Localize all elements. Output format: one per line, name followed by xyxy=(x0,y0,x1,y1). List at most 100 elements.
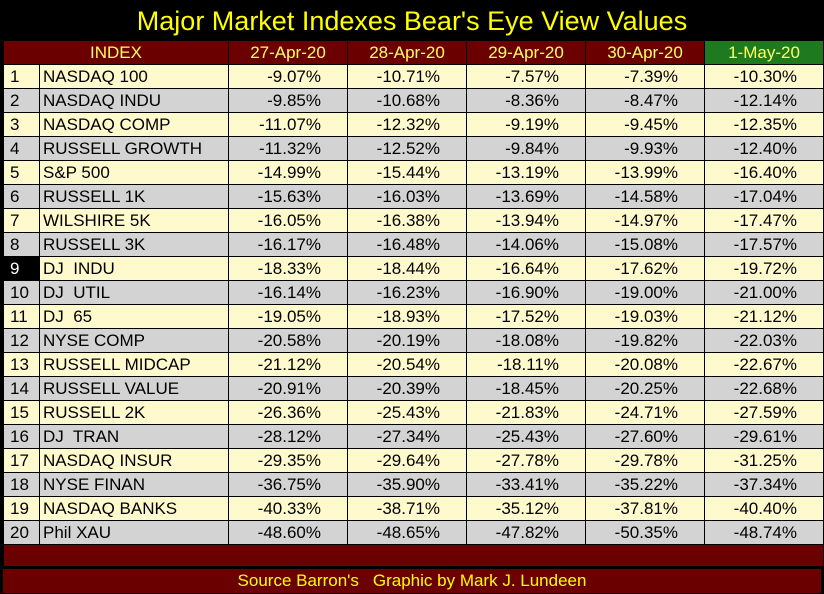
table-row: 12 NYSE COMP -20.58% -20.19% -18.08% -19.82% -… xyxy=(3,328,824,353)
table-row: 10 DJ UTIL -16.14% -16.23% -16.90% -19.00% -21… xyxy=(3,280,824,305)
value-cell: -20.54% xyxy=(347,352,467,377)
value-cell: -7.57% xyxy=(466,64,586,89)
value-cell: -13.99% xyxy=(585,160,705,185)
value-cell: -27.78% xyxy=(466,448,586,473)
index-name-cell: RUSSELL GROWTH xyxy=(39,136,229,161)
rank-cell: 17 xyxy=(3,448,40,473)
value-cell: -18.08% xyxy=(466,328,586,353)
value-cell: -13.69% xyxy=(466,184,586,209)
table-row: 9 DJ INDU -18.33% -18.44% -16.64% -17.62% -19.… xyxy=(3,256,824,281)
table-body: 1 NASDAQ 100 -9.07% -10.71% -7.57% -7.39% -10.… xyxy=(3,64,824,567)
table-row: 16 DJ TRAN -28.12% -27.34% -25.43% -27.60% -29… xyxy=(3,424,824,449)
value-cell: -9.19% xyxy=(466,112,586,137)
value-cell: -25.43% xyxy=(466,424,586,449)
rank-cell: 19 xyxy=(3,496,40,521)
table-row: 13 RUSSELL MIDCAP -21.12% -20.54% -18.11% -20… xyxy=(3,352,824,377)
footer-source: Source Barron's xyxy=(237,571,359,590)
index-name-cell: NYSE COMP xyxy=(39,328,229,353)
rank-cell: 1 xyxy=(3,64,40,89)
value-cell: -10.30% xyxy=(704,64,824,89)
value-cell: -12.52% xyxy=(347,136,467,161)
rank-cell: 5 xyxy=(3,160,40,185)
value-cell: -13.19% xyxy=(466,160,586,185)
value-cell: -18.33% xyxy=(228,256,348,281)
value-cell: -19.05% xyxy=(228,304,348,329)
table-row: 18 NYSE FINAN -36.75% -35.90% -33.41% -35.22%… xyxy=(3,472,824,497)
header-row: INDEX 27-Apr-20 28-Apr-20 29-Apr-20 30-A… xyxy=(3,40,824,65)
value-cell: -17.52% xyxy=(466,304,586,329)
value-cell: -21.12% xyxy=(704,304,824,329)
value-cell: -12.14% xyxy=(704,88,824,113)
value-cell: -16.05% xyxy=(228,208,348,233)
column-header-date: 28-Apr-20 xyxy=(347,40,467,65)
index-name-cell: NASDAQ INSUR xyxy=(39,448,229,473)
value-cell: -10.68% xyxy=(347,88,467,113)
value-cell: -16.03% xyxy=(347,184,467,209)
value-cell: -20.08% xyxy=(585,352,705,377)
index-name-cell: NASDAQ BANKS xyxy=(39,496,229,521)
value-cell: -17.04% xyxy=(704,184,824,209)
footer-credit: Graphic by Mark J. Lundeen xyxy=(372,571,587,590)
value-cell: -11.32% xyxy=(228,136,348,161)
value-cell: -22.67% xyxy=(704,352,824,377)
table-row: 20 Phil XAU -48.60% -48.65% -47.82% -50.35% -4… xyxy=(3,520,824,545)
value-cell: -20.91% xyxy=(228,376,348,401)
value-cell: -16.48% xyxy=(347,232,467,257)
value-cell: -12.40% xyxy=(704,136,824,161)
rank-cell: 2 xyxy=(3,88,40,113)
rank-cell: 7 xyxy=(3,208,40,233)
rank-cell: 4 xyxy=(3,136,40,161)
index-name-cell: DJ UTIL xyxy=(39,280,229,305)
column-header-latest-date: 1-May-20 xyxy=(704,40,824,65)
value-cell: -27.59% xyxy=(704,400,824,425)
rank-cell: 12 xyxy=(3,328,40,353)
value-cell: -20.58% xyxy=(228,328,348,353)
value-cell: -9.45% xyxy=(585,112,705,137)
value-cell: -22.68% xyxy=(704,376,824,401)
index-name-cell: NASDAQ 100 xyxy=(39,64,229,89)
column-header-date: 30-Apr-20 xyxy=(585,40,705,65)
value-cell: -10.71% xyxy=(347,64,467,89)
value-cell: -29.35% xyxy=(228,448,348,473)
value-cell: -25.43% xyxy=(347,400,467,425)
table-row: 3 NASDAQ COMP -11.07% -12.32% -9.19% -9.45% -1… xyxy=(3,112,824,137)
value-cell: -15.08% xyxy=(585,232,705,257)
index-name-cell: NASDAQ COMP xyxy=(39,112,229,137)
footer: Source Barron's Graphic by Mark J. Lundee… xyxy=(3,569,821,593)
value-cell: -9.84% xyxy=(466,136,586,161)
table-row: 8 RUSSELL 3K -16.17% -16.48% -14.06% -15.08% -… xyxy=(3,232,824,257)
value-cell: -35.12% xyxy=(466,496,586,521)
value-cell: -13.94% xyxy=(466,208,586,233)
value-cell: -38.71% xyxy=(347,496,467,521)
value-cell: -20.39% xyxy=(347,376,467,401)
value-cell: -12.35% xyxy=(704,112,824,137)
value-cell: -16.64% xyxy=(466,256,586,281)
rank-cell: 8 xyxy=(3,232,40,257)
table-row: 2 NASDAQ INDU -9.85% -10.68% -8.36% -8.47% -12… xyxy=(3,88,824,113)
value-cell: -19.03% xyxy=(585,304,705,329)
value-cell: -47.82% xyxy=(466,520,586,545)
value-cell: -9.93% xyxy=(585,136,705,161)
rank-cell: 15 xyxy=(3,400,40,425)
value-cell: -36.75% xyxy=(228,472,348,497)
rank-cell: 6 xyxy=(3,184,40,209)
table-row: 15 RUSSELL 2K -26.36% -25.43% -21.83% -24.71%… xyxy=(3,400,824,425)
table-spacer-row xyxy=(3,544,824,567)
value-cell: -29.61% xyxy=(704,424,824,449)
value-cell: -48.65% xyxy=(347,520,467,545)
rank-cell: 18 xyxy=(3,472,40,497)
index-name-cell: RUSSELL VALUE xyxy=(39,376,229,401)
table-row: 19 NASDAQ BANKS -40.33% -38.71% -35.12% -37.8… xyxy=(3,496,824,521)
value-cell: -29.64% xyxy=(347,448,467,473)
index-name-cell: RUSSELL 1K xyxy=(39,184,229,209)
value-cell: -16.90% xyxy=(466,280,586,305)
value-cell: -14.06% xyxy=(466,232,586,257)
index-name-cell: Phil XAU xyxy=(39,520,229,545)
value-cell: -15.44% xyxy=(347,160,467,185)
value-cell: -9.07% xyxy=(228,64,348,89)
spacer-cell xyxy=(3,544,824,567)
value-cell: -19.00% xyxy=(585,280,705,305)
value-cell: -40.33% xyxy=(228,496,348,521)
index-name-cell: DJ TRAN xyxy=(39,424,229,449)
index-name-cell: DJ 65 xyxy=(39,304,229,329)
